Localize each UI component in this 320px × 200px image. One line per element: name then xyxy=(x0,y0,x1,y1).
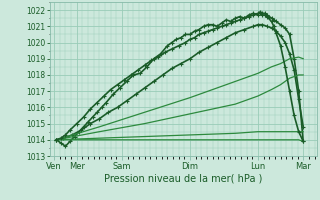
X-axis label: Pression niveau de la mer( hPa ): Pression niveau de la mer( hPa ) xyxy=(104,173,262,183)
